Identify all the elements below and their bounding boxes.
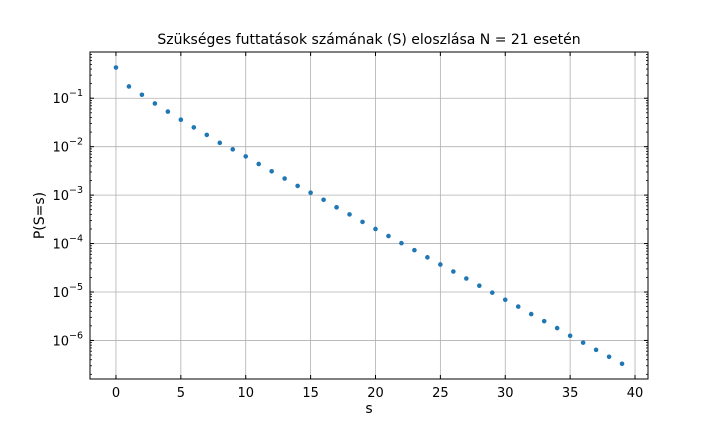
data-point: [295, 183, 300, 189]
data-point: [126, 84, 132, 89]
data-point: [438, 262, 443, 267]
data-point: [178, 117, 184, 123]
data-point: [373, 226, 378, 232]
data-point: [360, 219, 365, 225]
data-point: [425, 255, 430, 260]
x-tick-label: 35: [562, 386, 579, 401]
axis-ticks: 0 5 10 15 20 25 30 35 40 10−1 10−2 10−3 10−4 10−5 10−6: [52, 51, 648, 401]
data-point: [191, 125, 197, 130]
data-point: [593, 347, 599, 353]
data-point: [489, 290, 495, 295]
data-point: [113, 65, 119, 70]
plot-frame: [89, 51, 649, 380]
data-point: [412, 247, 417, 253]
data-point: [502, 297, 508, 303]
grid: [90, 52, 648, 379]
data-point: [619, 361, 625, 367]
data-point: [464, 276, 469, 281]
data-point: [554, 325, 560, 331]
y-axis-label: P(S=s): [32, 192, 48, 239]
y-tick-label: 10−3: [52, 185, 83, 204]
data-point: [230, 147, 236, 152]
data-point: [256, 161, 261, 167]
data-point: [217, 140, 223, 146]
data-point: [451, 269, 456, 274]
chart-title: Szükséges futtatások számának (S) eloszl…: [157, 32, 580, 48]
data-point: [139, 92, 145, 98]
data-point: [515, 304, 521, 309]
y-tick-label: 10−5: [52, 282, 83, 301]
data-point: [399, 240, 404, 246]
x-tick-label: 15: [302, 386, 319, 401]
y-tick-label: 10−4: [52, 234, 83, 253]
x-tick-label: 30: [497, 386, 514, 401]
x-tick-label: 0: [112, 386, 120, 401]
x-tick-label: 5: [177, 386, 185, 401]
x-tick-label: 20: [367, 386, 384, 401]
data-point: [308, 190, 313, 196]
y-tick-label: 10−6: [52, 330, 83, 349]
data-point: [243, 154, 249, 159]
x-tick-label: 40: [627, 386, 644, 401]
data-point: [580, 340, 586, 345]
data-point: [477, 283, 482, 288]
data-point: [567, 333, 573, 339]
data-point: [152, 101, 158, 106]
data-point: [606, 354, 612, 360]
x-axis-label: s: [365, 401, 372, 417]
data-point: [386, 233, 391, 239]
data-point: [165, 109, 171, 114]
data-point: [321, 197, 326, 203]
y-tick-label: 10−2: [52, 137, 83, 156]
data-points: [113, 65, 625, 367]
data-point: [269, 169, 274, 174]
data-point: [282, 176, 287, 181]
data-point: [528, 311, 534, 317]
data-point: [541, 318, 547, 324]
x-tick-label: 10: [237, 386, 254, 401]
data-point: [204, 132, 210, 138]
y-tick-label: 10−1: [52, 88, 83, 107]
data-point: [334, 205, 339, 210]
x-tick-label: 25: [432, 386, 449, 401]
data-point: [347, 212, 352, 217]
